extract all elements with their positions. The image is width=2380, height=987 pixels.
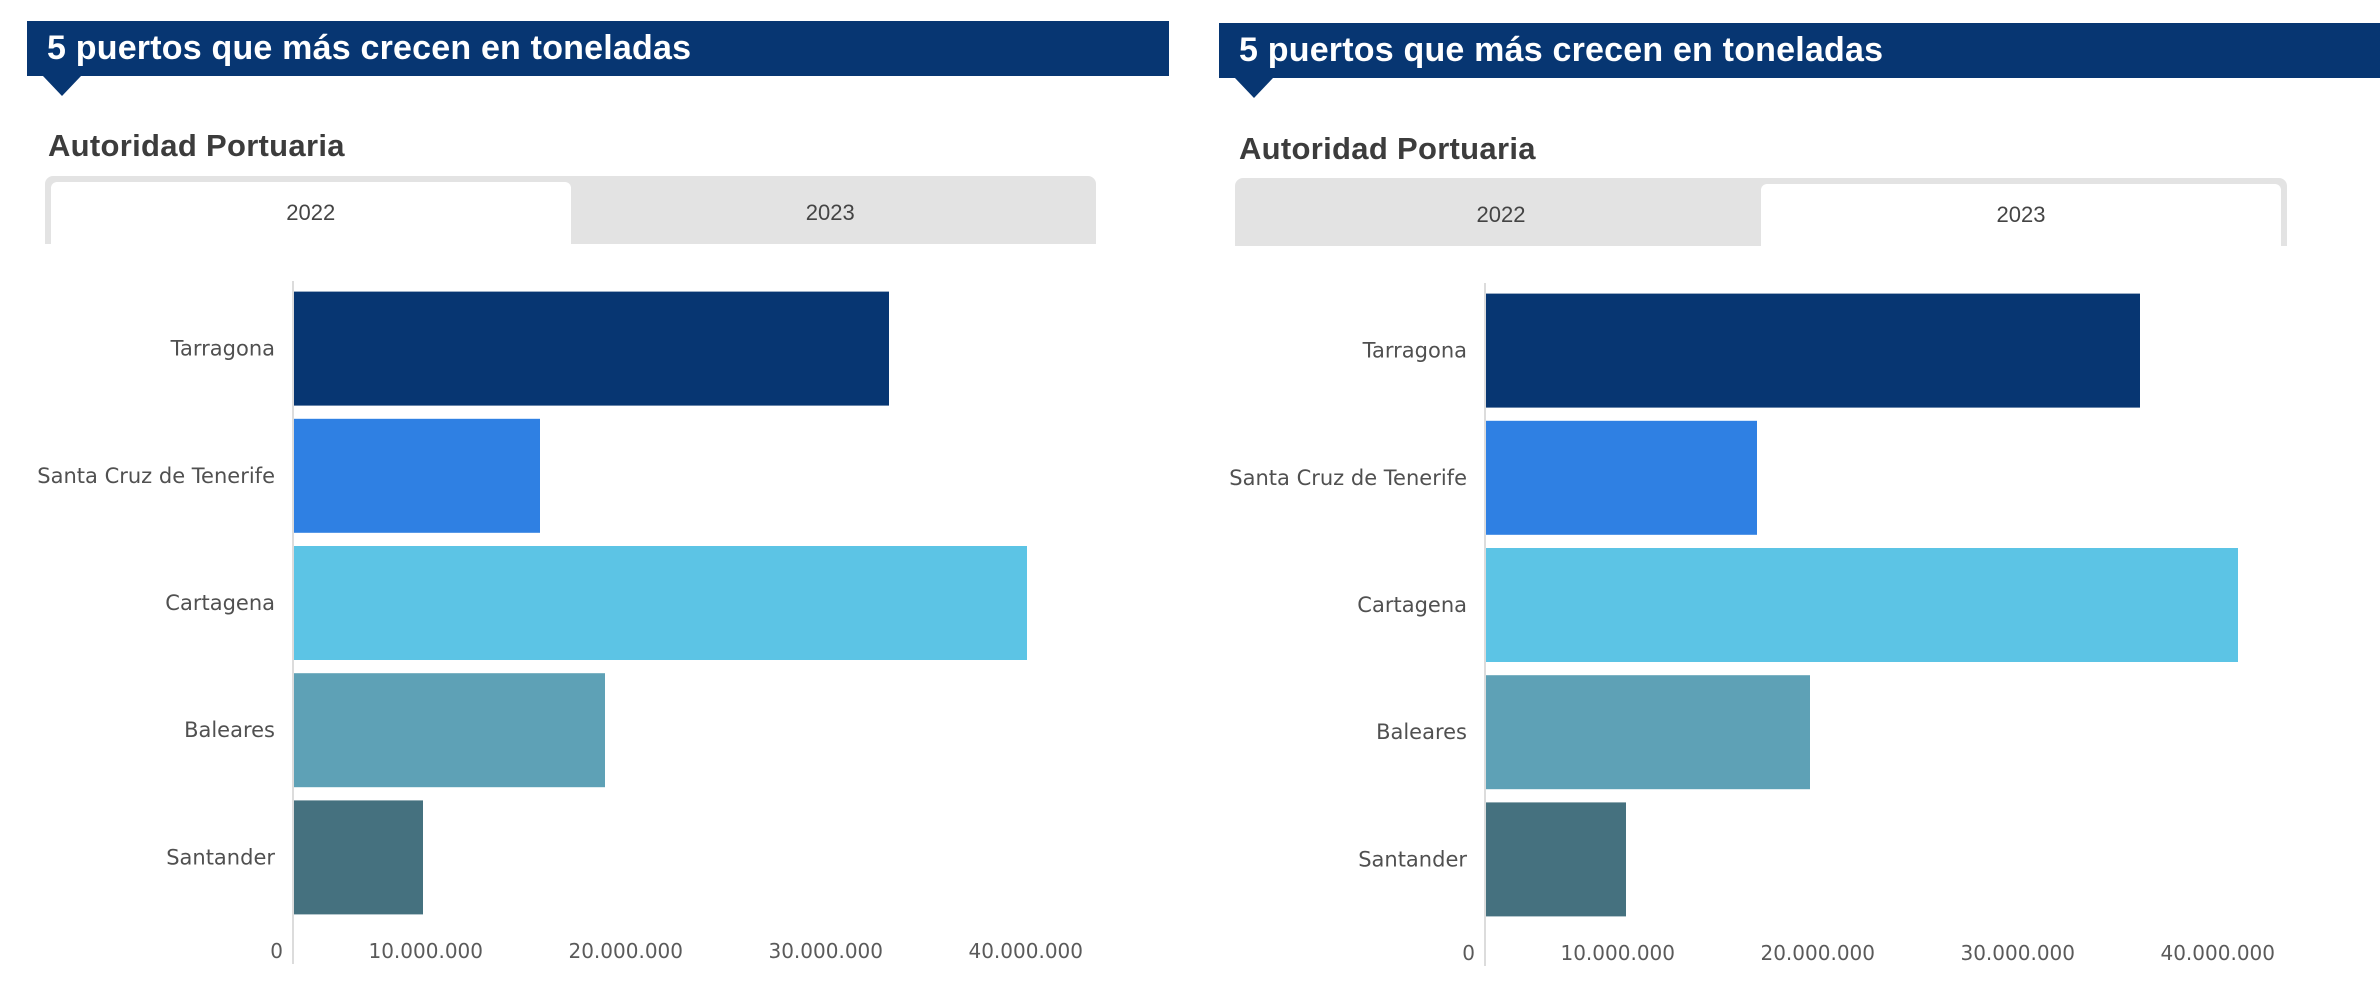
bar-tarragona[interactable]: [1486, 293, 2140, 408]
tab-2023[interactable]: 2023: [805, 200, 855, 225]
bar-tarragona[interactable]: [294, 291, 889, 406]
x-tick-label: 20.000.000: [568, 939, 683, 963]
bar-santa-cruz-de-tenerife[interactable]: [294, 418, 540, 533]
chart-subtitle: Autoridad Portuaria: [48, 128, 345, 163]
x-tick-label: 30.000.000: [1960, 941, 2075, 965]
bar-baleares[interactable]: [1486, 675, 1810, 790]
bar-chart-2023: Tarragona Santa Cruz de Tenerife Cartagena…: [1229, 283, 2275, 966]
year-tabs: 2022 2023: [1235, 178, 2287, 246]
category-label: Santander: [1358, 847, 1467, 871]
category-label: Santa Cruz de Tenerife: [1229, 466, 1467, 490]
header-pointer-icon: [43, 76, 81, 96]
panel-header: 5 puertos que más crecen en toneladas: [1219, 23, 2380, 78]
category-label: Baleares: [184, 718, 275, 742]
chart-panel-2022: 5 puertos que más crecen en toneladas Au…: [27, 21, 1169, 964]
bar-santander[interactable]: [294, 800, 423, 915]
category-label: Baleares: [1376, 720, 1467, 744]
bar-santa-cruz-de-tenerife[interactable]: [1486, 420, 1757, 535]
x-tick-label: 40.000.000: [968, 939, 1083, 963]
category-label: Tarragona: [170, 337, 275, 361]
tab-2023[interactable]: 2023: [1761, 184, 2281, 246]
header-pointer-icon: [1235, 78, 1273, 98]
tab-2022[interactable]: 2022: [1476, 202, 1526, 227]
bar-cartagena[interactable]: [294, 546, 1027, 660]
panel-title: 5 puertos que más crecen en toneladas: [1239, 31, 1884, 69]
x-tick-label: 10.000.000: [1560, 941, 1675, 965]
chart-subtitle: Autoridad Portuaria: [1239, 131, 1536, 166]
x-tick-label: 30.000.000: [768, 939, 883, 963]
bar-chart-2022: Tarragona Santa Cruz de Tenerife Cartagena…: [37, 281, 1083, 964]
panel-title: 5 puertos que más crecen en toneladas: [47, 29, 692, 67]
year-tabs: 2022 2023: [45, 176, 1096, 244]
category-label: Cartagena: [165, 591, 275, 615]
x-tick-label: 20.000.000: [1760, 941, 1875, 965]
panel-header: 5 puertos que más crecen en toneladas: [27, 21, 1169, 76]
x-tick-label: 40.000.000: [2160, 941, 2275, 965]
x-tick-label: 0: [1462, 941, 1475, 965]
bar-baleares[interactable]: [294, 673, 605, 788]
bar-santander[interactable]: [1486, 802, 1626, 917]
x-tick-label: 10.000.000: [368, 939, 483, 963]
category-label: Tarragona: [1362, 339, 1467, 363]
chart-panel-2023: 5 puertos que más crecen en toneladas Au…: [1190, 0, 2380, 987]
x-tick-label: 0: [270, 939, 283, 963]
tab-2022[interactable]: 2022: [51, 182, 571, 244]
category-label: Santander: [166, 845, 275, 869]
bar-cartagena[interactable]: [1486, 548, 2238, 662]
category-label: Santa Cruz de Tenerife: [37, 464, 275, 488]
category-label: Cartagena: [1357, 593, 1467, 617]
